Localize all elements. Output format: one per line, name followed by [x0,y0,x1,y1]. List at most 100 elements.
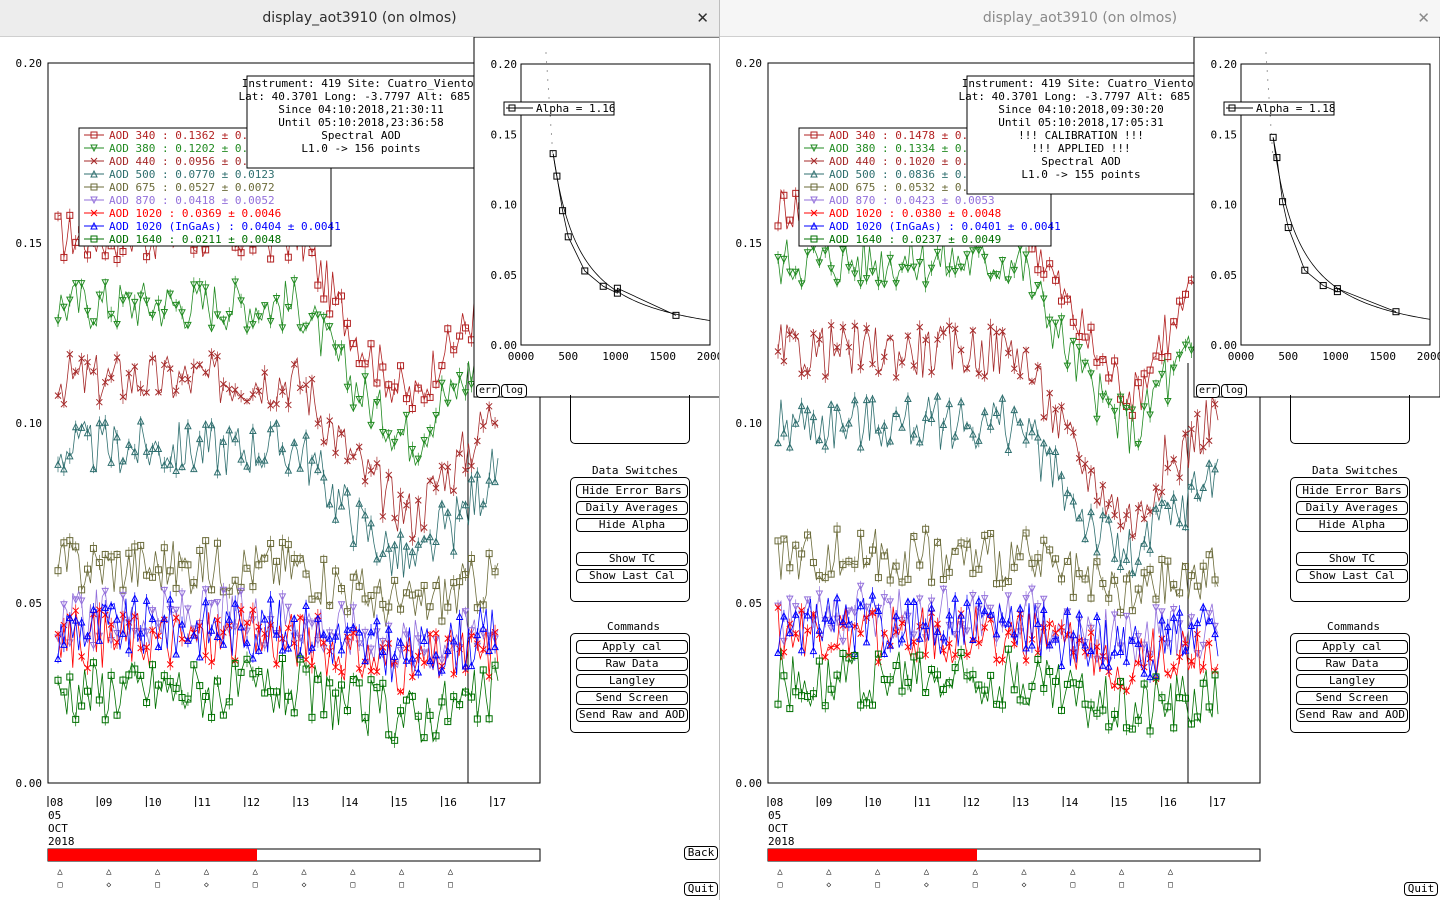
data-point [71,422,80,431]
send-raw-aod-button[interactable]: Send Raw and AOD [576,708,688,722]
data-point [396,429,405,437]
data-point [969,569,977,577]
data-point [202,369,210,376]
data-point [302,570,310,578]
window-titlebar[interactable]: display_aot3910 (on olmos) ✕ [0,0,719,37]
data-point [810,183,818,191]
data-point [827,624,835,633]
info-line: Lat: 40.3701 Long: -3.7797 Alt: 685 m [238,90,483,103]
send-raw-aod-button[interactable]: Send Raw and AOD [1296,708,1408,722]
send-screen-button[interactable]: Send Screen [1296,691,1408,705]
data-point [160,672,168,680]
data-point [426,532,434,541]
data-point [367,592,375,600]
raw-data-button[interactable]: Raw Data [1296,657,1408,671]
data-point [969,247,977,255]
data-point [125,292,133,301]
data-point [95,291,104,300]
data-point [874,425,883,434]
data-point [804,531,812,539]
data-point [302,619,310,627]
data-point [450,346,458,354]
alpha-swatch-mark [508,104,516,112]
hide-error-bars-button[interactable]: Hide Error Bars [576,484,688,498]
apply-cal-button[interactable]: Apply cal [576,640,688,654]
daily-averages-button[interactable]: Daily Averages [1296,501,1408,515]
data-point [60,601,68,609]
log-button[interactable]: log [501,384,527,398]
data-point [373,586,381,594]
data-point [83,307,92,316]
data-point [1016,553,1024,561]
data-point [184,561,192,569]
back-button[interactable]: Back [684,846,718,860]
data-point [461,500,470,509]
data-point [1087,594,1095,602]
data-point [904,394,912,402]
data-point [1134,504,1142,512]
data-point [928,578,936,586]
daily-averages-button[interactable]: Daily Averages [576,501,688,515]
data-point [95,398,103,406]
data-point [420,436,428,445]
quit-button[interactable]: Quit [684,882,718,896]
data-point [367,627,375,636]
legend-entry: AOD 870 : 0.0418 ± 0.0052 [109,194,275,207]
data-point [1110,407,1119,416]
langley-button[interactable]: Langley [1296,674,1408,688]
data-point [136,628,145,637]
data-point [1205,459,1213,467]
data-point [1158,694,1166,702]
close-icon[interactable]: ✕ [696,9,709,27]
show-tc-button[interactable]: Show TC [1296,552,1408,566]
err-button[interactable]: err [476,384,500,398]
legend-entry: AOD 1640 : 0.0211 ± 0.0048 [109,233,281,246]
data-point [839,650,847,658]
send-screen-button[interactable]: Send Screen [576,691,688,705]
data-point [1010,629,1019,638]
data-point [456,701,464,709]
hide-error-bars-button[interactable]: Hide Error Bars [1296,484,1408,498]
data-point [969,429,977,438]
data-point [975,565,983,573]
log-button[interactable]: log [1221,384,1247,398]
close-icon[interactable]: ✕ [1417,9,1430,27]
upper-panel [570,395,690,444]
data-point [922,651,930,659]
data-point [940,329,947,337]
show-tc-button[interactable]: Show TC [576,552,688,566]
data-point [54,317,62,325]
data-point [992,408,1001,417]
data-point [355,582,363,590]
data-point [148,661,156,669]
show-last-cal-button[interactable]: Show Last Cal [1296,569,1408,583]
inset-point [1319,282,1327,290]
err-button[interactable]: err [1196,384,1220,398]
inset-frame [1193,37,1440,398]
data-point [1104,662,1113,670]
langley-button[interactable]: Langley [576,674,688,688]
main-plot-frame [767,62,1261,784]
data-point [945,322,953,329]
data-point [1028,427,1036,436]
quit-button[interactable]: Quit [1404,882,1438,896]
hide-alpha-button[interactable]: Hide Alpha [1296,518,1408,532]
data-point [792,333,800,340]
data-point [780,357,788,365]
data-point [101,252,109,260]
alpha-swatch-mark [1228,104,1236,112]
data-point [219,711,227,719]
measured-curve [1272,137,1397,313]
data-point [898,263,906,272]
show-last-cal-button[interactable]: Show Last Cal [576,569,688,583]
data-point [1016,417,1024,426]
data-point [986,273,995,281]
raw-data-button[interactable]: Raw Data [576,657,688,671]
hide-alpha-button[interactable]: Hide Alpha [576,518,688,532]
apply-cal-button[interactable]: Apply cal [1296,640,1408,654]
data-point [284,253,292,261]
aod-series [54,602,499,696]
data-point [898,359,906,366]
window-titlebar[interactable]: display_aot3910 (on olmos) ✕ [720,0,1440,37]
data-point [391,576,399,584]
